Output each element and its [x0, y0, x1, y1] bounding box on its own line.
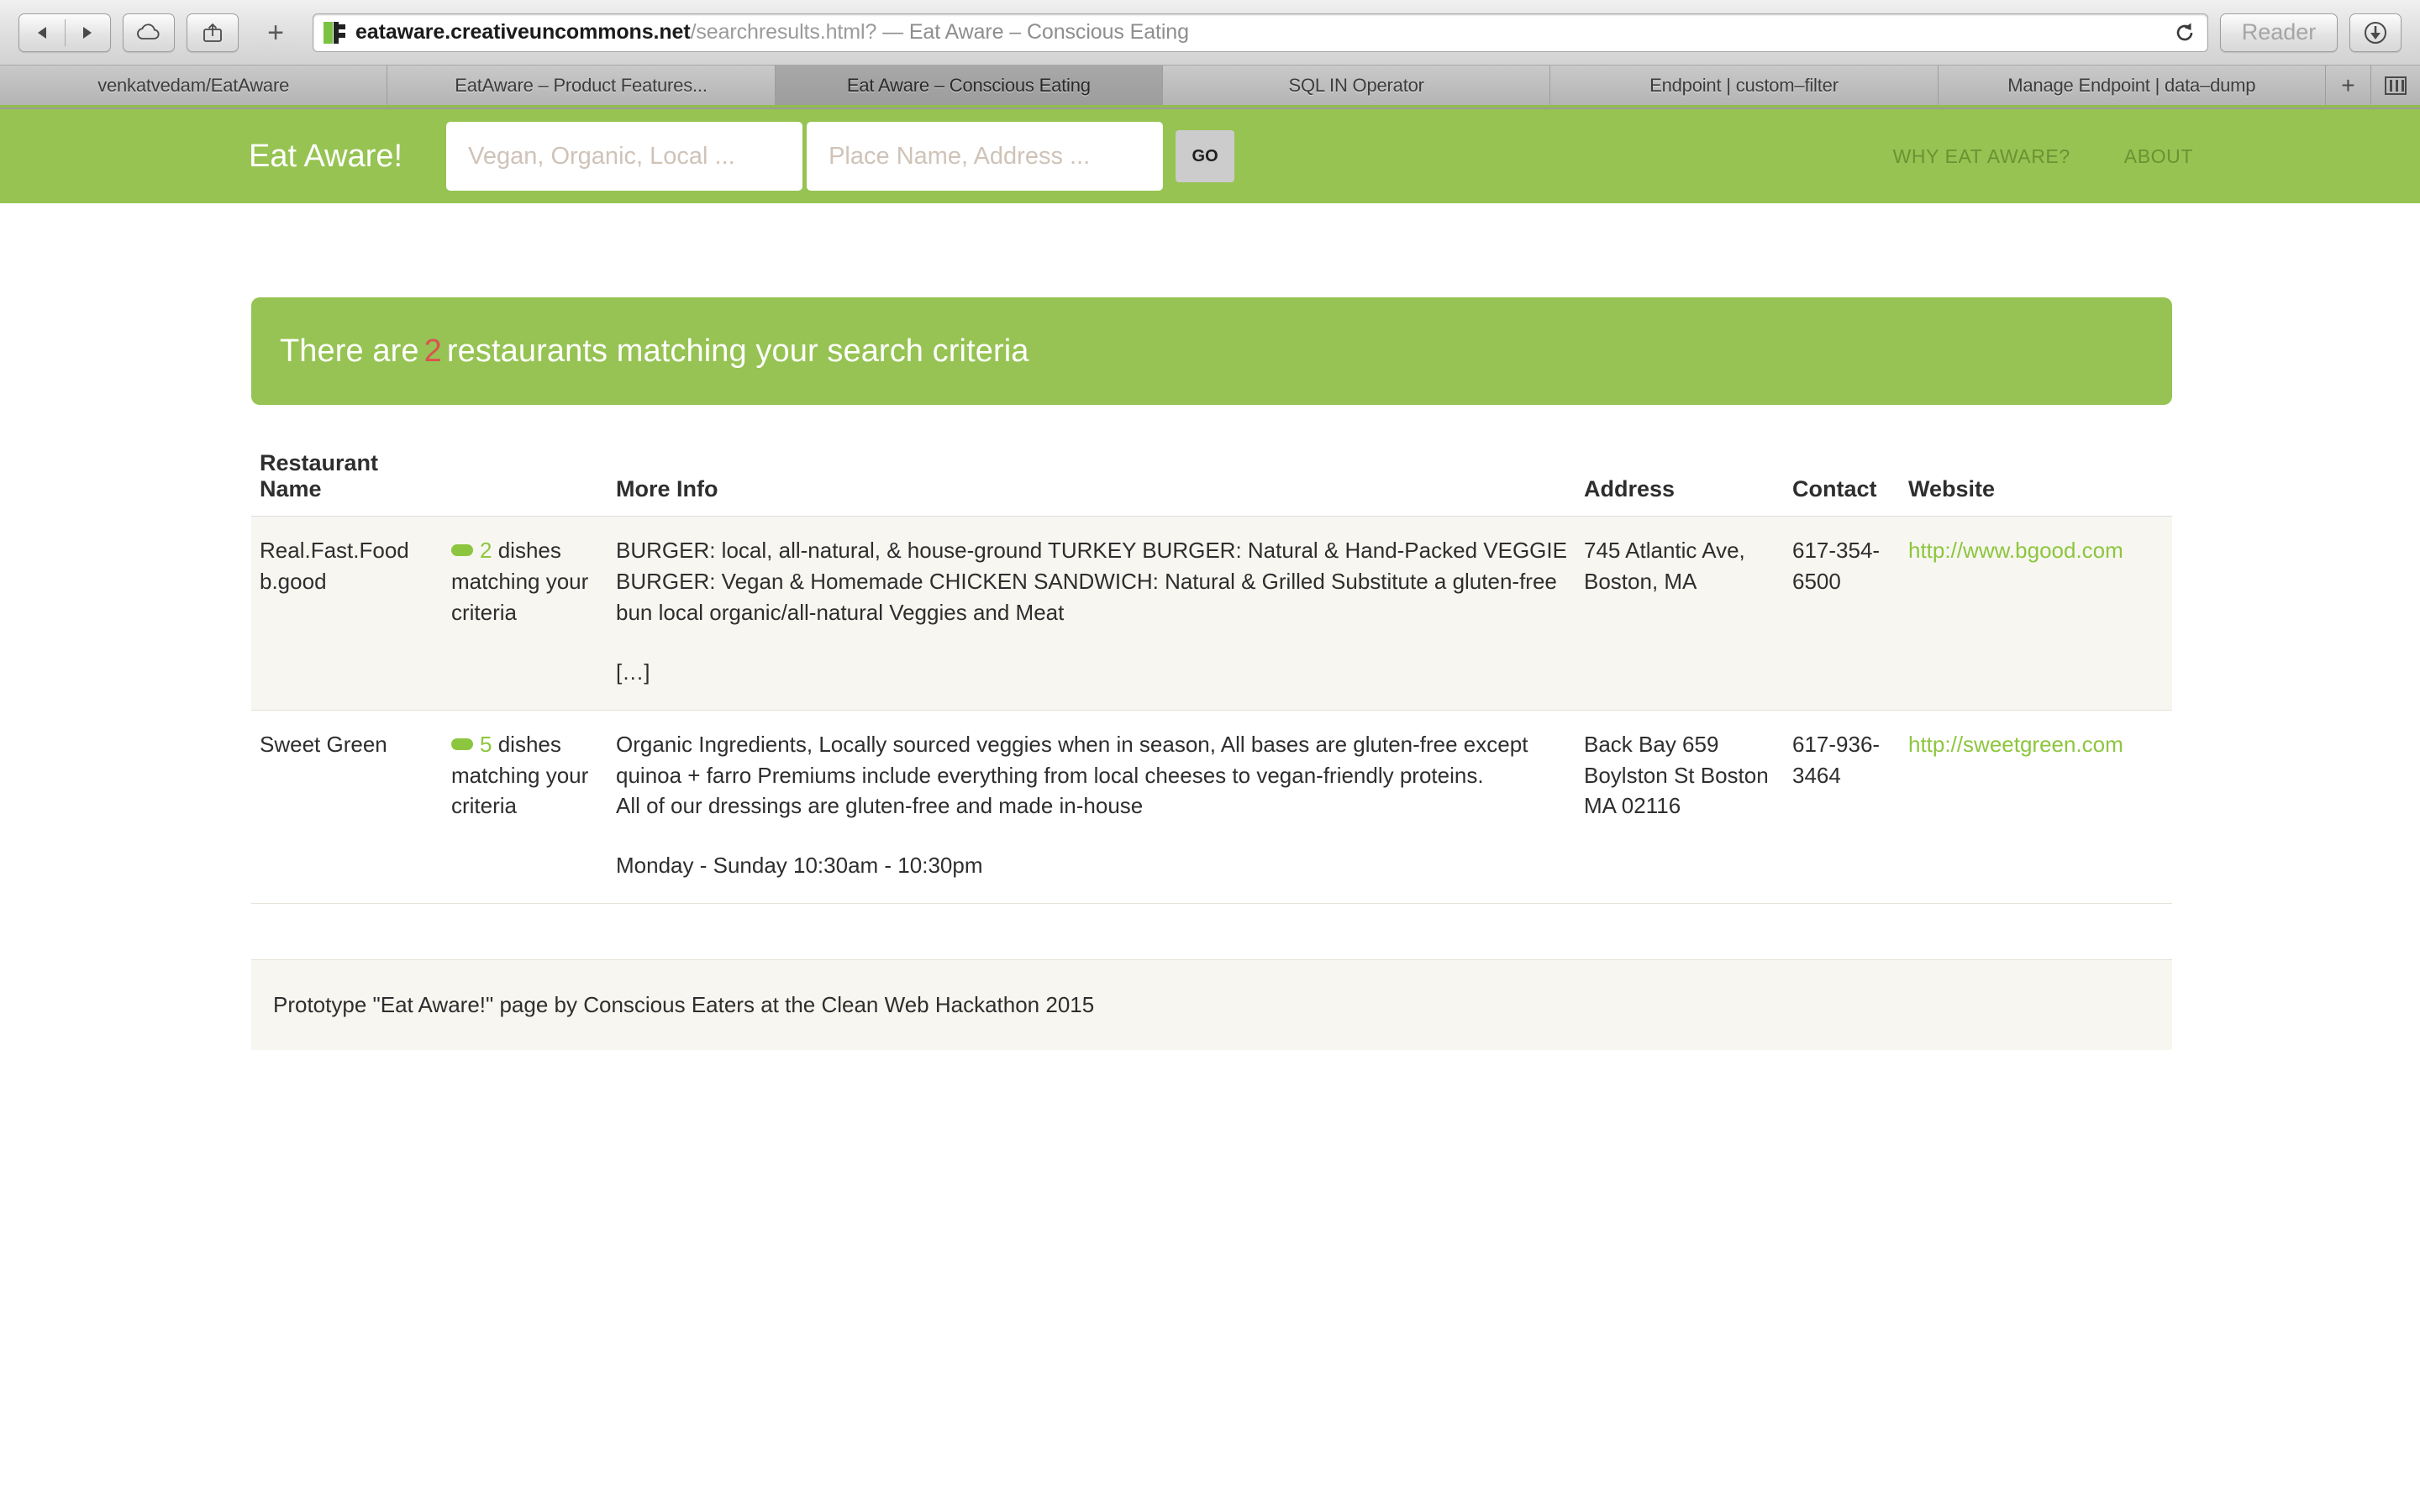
more-info-extra[interactable]: […] — [616, 659, 650, 685]
results-count: 2 — [424, 333, 442, 369]
site-favicon-icon — [324, 21, 345, 44]
website-link[interactable]: http://sweetgreen.com — [1908, 731, 2123, 757]
show-all-tabs-button[interactable] — [2370, 66, 2420, 105]
browser-tab-5[interactable]: Manage Endpoint | data–dump — [1938, 66, 2326, 105]
column-header-dishes — [443, 450, 608, 517]
nav-link-about[interactable]: ABOUT — [2123, 144, 2193, 167]
cell-dish-match: 5 dishes matching your criteria — [443, 710, 608, 905]
url-text: eataware.creativeuncommons.net/searchres… — [355, 20, 1189, 45]
share-button[interactable] — [187, 13, 239, 52]
tab-label: Eat Aware – Conscious Eating — [846, 74, 1091, 96]
browser-tab-2-active[interactable]: Eat Aware – Conscious Eating — [775, 66, 1163, 105]
cell-more-info: BURGER: local, all-natural, & house-grou… — [608, 516, 1576, 711]
cell-address: 745 Atlantic Ave, Boston, MA — [1576, 516, 1784, 711]
tab-label: Endpoint | custom–filter — [1649, 74, 1839, 96]
browser-tab-3[interactable]: SQL IN Operator — [1162, 66, 1551, 105]
nav-link-why-eat-aware[interactable]: WHY EAT AWARE? — [1892, 144, 2070, 167]
downloads-button[interactable] — [2349, 13, 2402, 52]
column-header-website: Website — [1900, 450, 2172, 517]
header-nav: WHY EAT AWARE? ABOUT — [1893, 145, 2193, 168]
banner-prefix: There are — [280, 333, 419, 369]
icloud-tabs-icon — [134, 23, 163, 42]
tab-bar: venkatvedam/EatAware EatAware – Product … — [0, 66, 2420, 108]
back-arrow-icon — [35, 24, 49, 41]
tab-label: Manage Endpoint | data–dump — [2007, 74, 2256, 96]
forward-button[interactable] — [65, 14, 110, 51]
reader-label: Reader — [2241, 19, 2317, 45]
table-row[interactable]: Sweet Green 5 dishes matching your crite… — [251, 710, 2172, 905]
dish-match-text: dishes matching your criteria — [451, 731, 589, 819]
url-page-title: — Eat Aware – Conscious Eating — [876, 20, 1189, 44]
download-icon — [2363, 20, 2388, 45]
browser-tab-1[interactable]: EatAware – Product Features... — [387, 66, 776, 105]
tab-label: SQL IN Operator — [1288, 74, 1424, 96]
reload-icon[interactable] — [2174, 22, 2196, 44]
plus-icon: + — [2341, 71, 2355, 98]
tab-label: EatAware – Product Features... — [455, 74, 708, 96]
table-row[interactable]: Real.Fast.Food b.good 2 dishes matching … — [251, 516, 2172, 711]
url-domain: eataware.creativeuncommons.net — [355, 20, 691, 44]
cell-more-info: Organic Ingredients, Locally sourced veg… — [608, 710, 1576, 905]
dish-match-text: dishes matching your criteria — [451, 538, 589, 625]
cell-restaurant-name: Real.Fast.Food b.good — [251, 516, 443, 711]
site-footer: Prototype "Eat Aware!" page by Conscious… — [251, 959, 2172, 1051]
forward-arrow-icon — [81, 24, 94, 41]
results-table-body: Real.Fast.Food b.good 2 dishes matching … — [251, 516, 2172, 905]
column-header-contact: Contact — [1784, 450, 1900, 517]
cell-website: http://sweetgreen.com — [1900, 710, 2172, 905]
dish-match-pill-icon — [451, 738, 473, 750]
share-icon — [201, 22, 224, 44]
cell-dish-match: 2 dishes matching your criteria — [443, 516, 608, 711]
results-table-head: Restaurant Name More Info Address Contac… — [251, 450, 2172, 517]
column-header-more-info: More Info — [608, 450, 1576, 517]
website-link[interactable]: http://www.bgood.com — [1908, 538, 2123, 563]
cell-website: http://www.bgood.com — [1900, 516, 2172, 711]
back-button[interactable] — [19, 14, 65, 51]
url-path: /searchresults.html? — [690, 20, 877, 44]
dish-count: 2 — [480, 538, 492, 563]
search-go-button[interactable]: GO — [1176, 130, 1235, 182]
more-info-text: Organic Ingredients, Locally sourced veg… — [616, 731, 1528, 819]
new-tab-button-tabbar[interactable]: + — [2325, 66, 2371, 105]
browser-tab-4[interactable]: Endpoint | custom–filter — [1550, 66, 1939, 105]
header-name-line1: Restaurant — [260, 450, 379, 475]
back-forward-buttons[interactable] — [18, 13, 111, 52]
reader-button[interactable]: Reader — [2220, 13, 2338, 52]
url-bar[interactable]: eataware.creativeuncommons.net/searchres… — [313, 13, 2208, 52]
cell-contact: 617-354-6500 — [1784, 516, 1900, 711]
keyword-search-input[interactable] — [446, 122, 803, 191]
cell-contact: 617-936-3464 — [1784, 710, 1900, 905]
footer-text: Prototype "Eat Aware!" page by Conscious… — [273, 992, 1095, 1018]
cell-address: Back Bay 659 Boylston St Boston MA 02116 — [1576, 710, 1784, 905]
content-container: There are 2 restaurants matching your se… — [248, 297, 2172, 1051]
header-name-line2: Name — [260, 476, 322, 501]
results-banner: There are 2 restaurants matching your se… — [251, 297, 2172, 405]
icloud-tabs-button[interactable] — [123, 13, 175, 52]
plus-icon: + — [267, 16, 284, 49]
browser-tab-0[interactable]: venkatvedam/EatAware — [0, 66, 388, 105]
new-tab-button[interactable]: + — [250, 13, 301, 52]
column-header-address: Address — [1576, 450, 1784, 517]
location-search-input[interactable] — [807, 122, 1164, 191]
browser-toolbar: + eataware.creativeuncommons.net/searchr… — [0, 0, 2420, 66]
column-header-restaurant-name: Restaurant Name — [251, 450, 443, 517]
results-table: Restaurant Name More Info Address Contac… — [251, 450, 2172, 905]
tab-label: venkatvedam/EatAware — [97, 74, 290, 96]
nav-divider — [65, 18, 66, 46]
browser-chrome: + eataware.creativeuncommons.net/searchr… — [0, 0, 2420, 109]
page-body: There are 2 restaurants matching your se… — [0, 297, 2420, 1051]
table-header-row: Restaurant Name More Info Address Contac… — [251, 450, 2172, 517]
cell-restaurant-name: Sweet Green — [251, 710, 443, 905]
more-info-extra: Monday - Sunday 10:30am - 10:30pm — [616, 853, 983, 879]
more-info-text: BURGER: local, all-natural, & house-grou… — [616, 538, 1567, 625]
banner-suffix: restaurants matching your search criteri… — [446, 333, 1029, 369]
show-all-tabs-icon — [2384, 76, 2407, 95]
dish-count: 5 — [480, 731, 492, 757]
site-header: Eat Aware! GO WHY EAT AWARE? ABOUT — [0, 109, 2420, 203]
brand-logo[interactable]: Eat Aware! — [249, 138, 403, 174]
dish-match-pill-icon — [451, 544, 473, 556]
